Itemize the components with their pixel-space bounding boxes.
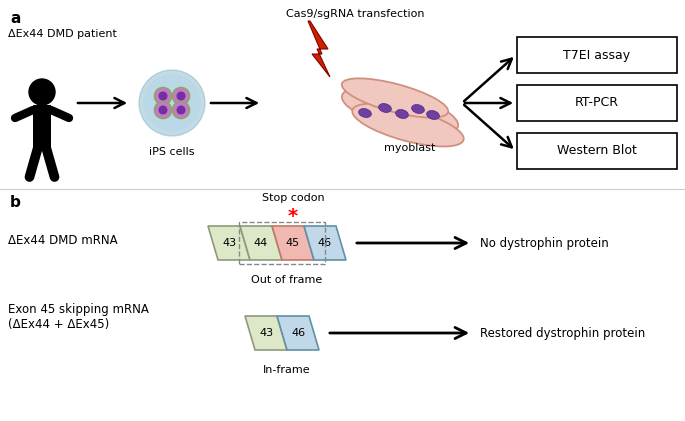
Polygon shape — [304, 226, 346, 260]
Text: 46: 46 — [291, 328, 305, 338]
Polygon shape — [277, 316, 319, 350]
FancyBboxPatch shape — [517, 85, 677, 121]
Text: myoblast: myoblast — [384, 143, 436, 153]
Polygon shape — [272, 226, 314, 260]
Text: ΔEx44 DMD mRNA: ΔEx44 DMD mRNA — [8, 234, 118, 248]
Text: Cas9/sgRNA transfection: Cas9/sgRNA transfection — [286, 9, 424, 19]
Text: 43: 43 — [259, 328, 273, 338]
Text: 46: 46 — [318, 238, 332, 248]
Circle shape — [177, 92, 185, 100]
Ellipse shape — [379, 104, 391, 112]
Polygon shape — [33, 105, 51, 149]
Ellipse shape — [359, 109, 371, 117]
Ellipse shape — [396, 109, 408, 118]
Polygon shape — [308, 21, 330, 77]
Circle shape — [159, 92, 167, 100]
Text: a: a — [10, 11, 21, 26]
Polygon shape — [245, 316, 287, 350]
Text: *: * — [288, 206, 298, 226]
Circle shape — [155, 88, 171, 104]
Polygon shape — [240, 226, 282, 260]
FancyBboxPatch shape — [517, 37, 677, 73]
Ellipse shape — [427, 111, 439, 120]
Text: 43: 43 — [222, 238, 236, 248]
Text: T7EI assay: T7EI assay — [564, 48, 631, 61]
Ellipse shape — [342, 88, 458, 134]
Ellipse shape — [412, 104, 425, 113]
Text: Western Blot: Western Blot — [557, 144, 637, 157]
Circle shape — [177, 106, 185, 114]
Text: iPS cells: iPS cells — [149, 147, 195, 157]
Circle shape — [144, 75, 200, 131]
Text: In-frame: In-frame — [263, 365, 311, 375]
Text: Stop codon: Stop codon — [262, 193, 324, 203]
Circle shape — [159, 106, 167, 114]
Text: Out of frame: Out of frame — [251, 275, 323, 285]
Text: ΔEx44 DMD patient: ΔEx44 DMD patient — [8, 29, 117, 39]
Circle shape — [139, 70, 205, 136]
FancyBboxPatch shape — [517, 133, 677, 169]
Circle shape — [29, 79, 55, 105]
Text: No dystrophin protein: No dystrophin protein — [480, 237, 609, 250]
Text: RT-PCR: RT-PCR — [575, 96, 619, 109]
Ellipse shape — [342, 78, 448, 117]
Text: 44: 44 — [254, 238, 268, 248]
Circle shape — [173, 101, 190, 118]
Text: b: b — [10, 195, 21, 210]
Text: 45: 45 — [286, 238, 300, 248]
Circle shape — [155, 101, 171, 118]
Ellipse shape — [352, 104, 464, 147]
Text: Restored dystrophin protein: Restored dystrophin protein — [480, 327, 645, 339]
Circle shape — [173, 88, 190, 104]
Polygon shape — [208, 226, 250, 260]
Text: Exon 45 skipping mRNA
(ΔEx44 + ΔEx45): Exon 45 skipping mRNA (ΔEx44 + ΔEx45) — [8, 303, 149, 331]
